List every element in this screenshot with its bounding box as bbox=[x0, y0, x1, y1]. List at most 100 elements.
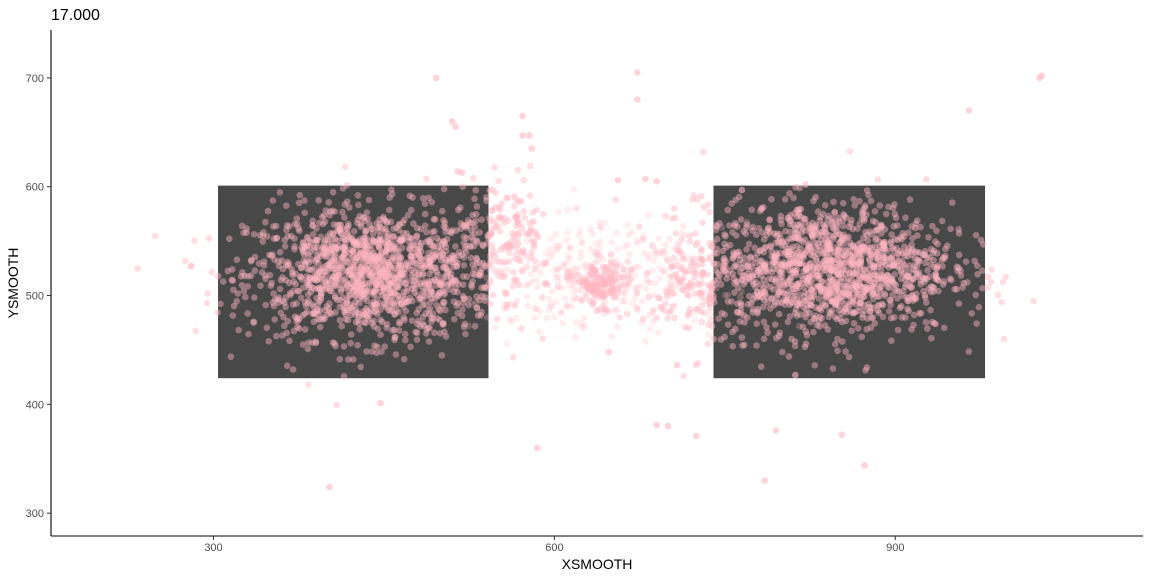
data-point bbox=[445, 254, 453, 262]
data-point bbox=[523, 263, 530, 270]
data-point bbox=[332, 309, 339, 316]
data-point bbox=[270, 223, 277, 230]
data-point bbox=[514, 217, 522, 224]
data-point bbox=[865, 300, 872, 308]
data-point bbox=[528, 237, 536, 245]
data-point bbox=[795, 209, 803, 217]
data-point bbox=[824, 278, 832, 286]
data-point bbox=[667, 278, 675, 285]
data-point bbox=[706, 295, 713, 302]
data-point bbox=[695, 255, 703, 262]
data-point bbox=[309, 217, 317, 225]
data-point bbox=[737, 268, 744, 276]
data-point bbox=[672, 262, 679, 269]
data-point bbox=[623, 284, 631, 292]
data-point bbox=[388, 186, 395, 193]
data-point bbox=[678, 286, 686, 293]
data-point bbox=[291, 243, 298, 250]
data-point bbox=[416, 295, 423, 303]
data-point bbox=[842, 271, 849, 278]
data-point bbox=[305, 284, 313, 291]
data-point bbox=[345, 236, 353, 243]
data-point bbox=[362, 305, 370, 312]
data-point bbox=[839, 338, 846, 345]
data-point bbox=[354, 282, 361, 289]
data-point bbox=[439, 251, 446, 258]
data-point bbox=[397, 267, 404, 274]
data-point bbox=[380, 287, 387, 294]
data-point bbox=[341, 226, 348, 233]
data-point bbox=[347, 311, 355, 319]
data-point bbox=[635, 306, 642, 313]
data-point bbox=[849, 298, 857, 306]
data-point bbox=[854, 286, 862, 293]
data-point bbox=[558, 263, 566, 270]
data-point bbox=[315, 310, 322, 318]
data-point bbox=[402, 261, 410, 268]
data-point bbox=[760, 297, 768, 304]
data-point bbox=[814, 273, 821, 280]
data-point bbox=[881, 226, 889, 233]
data-point bbox=[544, 281, 552, 289]
data-point bbox=[566, 244, 574, 252]
data-point bbox=[541, 260, 549, 268]
data-point bbox=[656, 295, 663, 302]
data-point bbox=[388, 244, 395, 252]
data-point bbox=[329, 207, 336, 215]
data-point bbox=[389, 247, 396, 255]
data-point bbox=[939, 281, 947, 288]
data-point bbox=[419, 313, 427, 321]
data-point bbox=[792, 253, 799, 260]
data-point bbox=[866, 247, 874, 255]
data-point bbox=[393, 224, 401, 231]
data-point bbox=[806, 224, 814, 231]
data-point bbox=[652, 248, 659, 256]
data-point bbox=[510, 268, 517, 276]
data-point bbox=[666, 235, 673, 243]
data-point bbox=[350, 286, 358, 294]
data-point bbox=[328, 276, 336, 283]
data-point bbox=[850, 281, 858, 289]
data-point bbox=[511, 203, 518, 210]
data-point bbox=[894, 295, 901, 302]
data-point bbox=[317, 290, 325, 297]
data-point bbox=[813, 268, 820, 275]
data-point bbox=[691, 273, 698, 281]
data-point bbox=[872, 289, 880, 297]
data-point bbox=[894, 250, 902, 258]
data-point bbox=[437, 281, 445, 289]
data-point bbox=[625, 231, 633, 239]
data-point bbox=[487, 277, 494, 285]
data-point bbox=[681, 323, 689, 331]
data-point bbox=[921, 251, 929, 258]
data-point bbox=[923, 275, 930, 283]
data-point bbox=[710, 250, 718, 257]
data-point bbox=[657, 303, 665, 311]
data-point bbox=[880, 242, 888, 249]
data-point bbox=[347, 266, 354, 273]
data-point bbox=[756, 262, 764, 269]
data-point bbox=[239, 269, 246, 276]
data-point bbox=[420, 322, 428, 330]
data-point bbox=[662, 253, 670, 260]
data-point bbox=[434, 315, 441, 322]
data-point bbox=[923, 254, 931, 261]
data-point bbox=[834, 256, 842, 264]
data-point bbox=[870, 264, 878, 271]
data-point bbox=[471, 271, 479, 279]
data-point bbox=[810, 224, 818, 231]
data-point bbox=[727, 266, 734, 274]
data-point bbox=[933, 227, 940, 235]
data-point bbox=[490, 248, 497, 256]
data-point bbox=[789, 250, 796, 258]
data-point bbox=[537, 269, 544, 277]
data-point bbox=[282, 276, 290, 284]
data-point bbox=[546, 295, 553, 303]
data-point bbox=[370, 291, 378, 299]
data-point bbox=[419, 271, 427, 279]
data-point bbox=[526, 162, 534, 170]
data-point bbox=[716, 272, 723, 279]
data-point bbox=[713, 285, 720, 292]
data-point bbox=[890, 262, 897, 269]
data-point bbox=[732, 325, 739, 333]
